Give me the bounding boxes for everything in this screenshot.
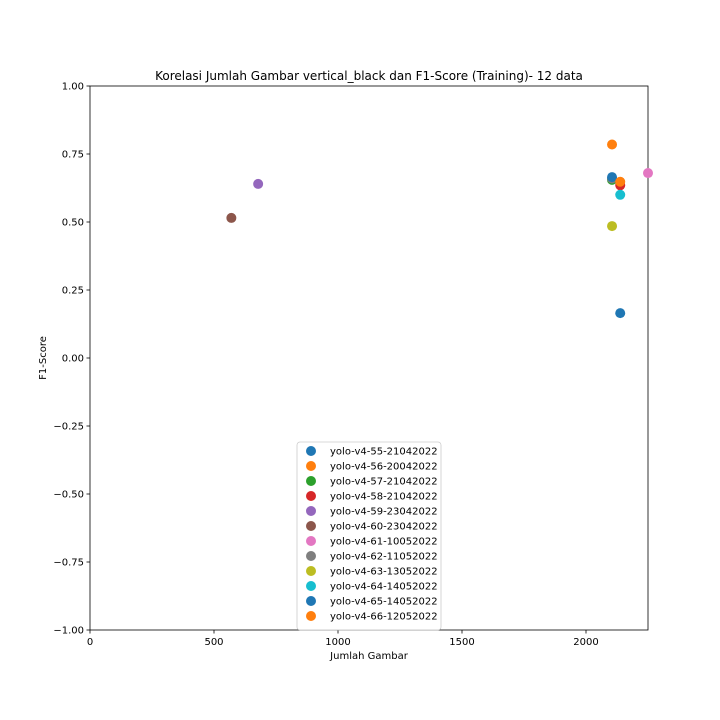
legend-label: yolo-v4-66-12052022 <box>330 612 438 623</box>
legend-marker <box>306 581 316 591</box>
x-axis-ticks: 0 500 1000 1500 2000 <box>87 630 599 648</box>
y-tick-label: −0.50 <box>53 490 84 501</box>
chart-title: Korelasi Jumlah Gambar vertical_black da… <box>155 69 583 83</box>
x-tick-label: 1500 <box>449 637 474 648</box>
x-tick-label: 500 <box>204 637 223 648</box>
data-point-yolo-v4-65-14052022 <box>607 172 618 183</box>
legend: yolo-v4-55-21042022 yolo-v4-56-20042022 yo… <box>296 441 442 631</box>
data-points <box>226 139 653 319</box>
x-tick-label: 2000 <box>573 637 598 648</box>
legend-marker <box>306 521 316 531</box>
x-axis-label: Jumlah Gambar <box>329 651 409 662</box>
data-point-yolo-v4-61-10052022 <box>643 168 653 179</box>
legend-marker <box>306 461 316 471</box>
legend-label: yolo-v4-57-21042022 <box>330 477 438 488</box>
legend-marker <box>306 491 316 501</box>
y-tick-label: 0.00 <box>62 354 84 365</box>
legend-marker <box>306 596 316 606</box>
data-point-yolo-v4-56-20042022 <box>607 139 618 150</box>
x-tick-label: 0 <box>87 637 93 648</box>
y-tick-label: −1.00 <box>53 626 84 637</box>
legend-label: yolo-v4-62-11052022 <box>330 552 438 563</box>
y-axis-label: F1-Score <box>38 336 49 380</box>
legend-marker <box>306 611 316 621</box>
legend-marker <box>306 536 316 546</box>
y-tick-label: −0.75 <box>53 558 84 569</box>
legend-label: yolo-v4-59-23042022 <box>330 507 438 518</box>
legend-box <box>296 441 442 631</box>
data-point-yolo-v4-59-23042022 <box>253 178 264 189</box>
legend-label: yolo-v4-61-10052022 <box>330 537 438 548</box>
legend-label: yolo-v4-65-14052022 <box>330 597 438 608</box>
data-point-yolo-v4-66-12052022 <box>615 176 626 187</box>
legend-label: yolo-v4-60-23042022 <box>330 522 438 533</box>
legend-marker <box>306 566 316 576</box>
data-point-yolo-v4-55-21042022 <box>615 308 626 319</box>
data-point-yolo-v4-60-23042022 <box>226 212 237 223</box>
legend-marker <box>306 446 316 456</box>
y-tick-label: 0.50 <box>62 218 84 229</box>
legend-marker <box>306 506 316 516</box>
legend-label: yolo-v4-63-13052022 <box>330 567 438 578</box>
y-axis-ticks: −1.00 −0.75 −0.50 −0.25 0.00 0.25 0.50 0.75 1.00 <box>53 82 90 637</box>
data-point-yolo-v4-64-14052022 <box>615 189 626 200</box>
y-tick-label: 0.75 <box>62 150 84 161</box>
data-point-yolo-v4-63-13052022 <box>607 221 618 232</box>
legend-label: yolo-v4-58-21042022 <box>330 492 438 503</box>
legend-label: yolo-v4-64-14052022 <box>330 582 438 593</box>
x-tick-label: 1000 <box>325 637 350 648</box>
legend-label: yolo-v4-55-21042022 <box>330 447 438 458</box>
legend-marker <box>306 476 316 486</box>
y-tick-label: −0.25 <box>53 422 84 433</box>
y-tick-label: 0.25 <box>62 286 84 297</box>
legend-marker <box>306 551 316 561</box>
y-tick-label: 1.00 <box>62 82 84 93</box>
legend-label: yolo-v4-56-20042022 <box>330 462 438 473</box>
